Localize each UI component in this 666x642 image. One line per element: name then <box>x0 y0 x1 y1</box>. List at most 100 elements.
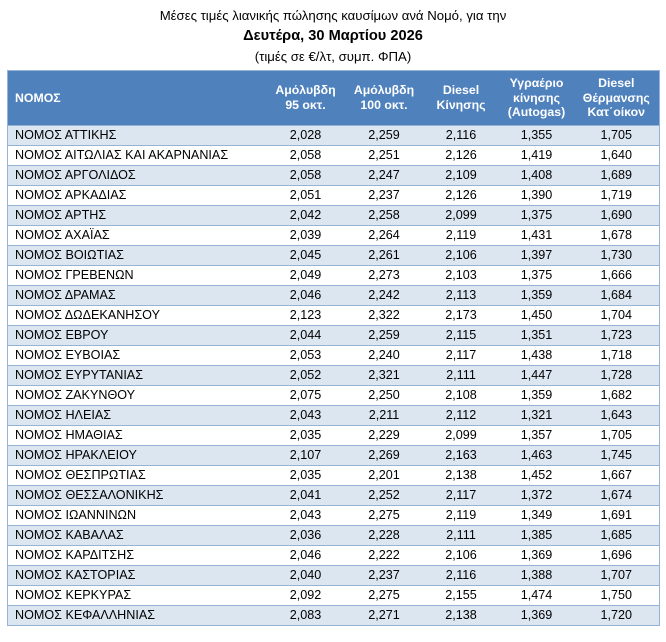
price-cell: 2,138 <box>422 604 500 625</box>
price-cell: 1,463 <box>499 444 574 465</box>
price-cell: 1,369 <box>499 544 574 565</box>
price-cell: 2,035 <box>265 464 346 485</box>
price-cell: 2,155 <box>422 584 500 605</box>
price-cell: 2,126 <box>422 184 500 205</box>
price-cell: 1,691 <box>573 504 660 525</box>
prefecture-cell: ΝΟΜΟΣ ΚΑΒΑΛΑΣ <box>7 524 266 545</box>
price-cell: 1,667 <box>573 464 660 485</box>
column-header-fuel: Αμόλυβδη 95 οκτ. <box>265 70 346 125</box>
price-cell: 2,099 <box>422 204 500 225</box>
table-row: ΝΟΜΟΣ ΚΕΡΚΥΡΑΣ 2,092 2,275 2,155 1,474 1,750 <box>7 584 660 605</box>
price-cell: 1,408 <box>499 164 574 185</box>
report-date: Δευτέρα, 30 Μαρτίου 2026 <box>243 28 423 44</box>
price-cell: 1,388 <box>499 564 574 585</box>
price-cell: 2,229 <box>345 424 423 445</box>
price-cell: 2,237 <box>345 564 423 585</box>
price-cell: 2,117 <box>422 344 500 365</box>
price-cell: 2,222 <box>345 544 423 565</box>
price-cell: 1,447 <box>499 364 574 385</box>
price-cell: 2,322 <box>345 304 423 325</box>
table-row: ΝΟΜΟΣ ΕΥΒΟΙΑΣ 2,053 2,240 2,117 1,438 1,718 <box>7 344 660 365</box>
price-cell: 2,117 <box>422 484 500 505</box>
price-cell: 2,258 <box>345 204 423 225</box>
price-cell: 1,689 <box>573 164 660 185</box>
prefecture-cell: ΝΟΜΟΣ ΑΤΤΙΚΗΣ <box>7 124 266 145</box>
column-header-fuel: Diesel Κίνησης <box>422 70 500 125</box>
table-body: ΝΟΜΟΣ ΑΤΤΙΚΗΣ 2,028 2,259 2,116 1,355 1,705 ΝΟ… <box>7 124 660 625</box>
prefecture-cell: ΝΟΜΟΣ ΚΕΡΚΥΡΑΣ <box>7 584 266 605</box>
prefecture-cell: ΝΟΜΟΣ ΑΙΤΩΛΙΑΣ ΚΑΙ ΑΚΑΡΝΑΝΙΑΣ <box>7 144 266 165</box>
prefecture-cell: ΝΟΜΟΣ ΘΕΣΣΑΛΟΝΙΚΗΣ <box>7 484 266 505</box>
price-cell: 1,750 <box>573 584 660 605</box>
price-cell: 1,359 <box>499 384 574 405</box>
price-cell: 2,040 <box>265 564 346 585</box>
price-cell: 2,075 <box>265 384 346 405</box>
prefecture-cell: ΝΟΜΟΣ ΗΡΑΚΛΕΙΟΥ <box>7 444 266 465</box>
price-cell: 1,704 <box>573 304 660 325</box>
table-row: ΝΟΜΟΣ ΚΑΡΔΙΤΣΗΣ 2,046 2,222 2,106 1,369 1,696 <box>7 544 660 565</box>
price-cell: 2,039 <box>265 224 346 245</box>
prefecture-cell: ΝΟΜΟΣ ΙΩΑΝΝΙΝΩΝ <box>7 504 266 525</box>
prefecture-cell: ΝΟΜΟΣ ΔΩΔΕΚΑΝΗΣΟΥ <box>7 304 266 325</box>
table-row: ΝΟΜΟΣ ΕΒΡΟΥ 2,044 2,259 2,115 1,351 1,723 <box>7 324 660 345</box>
price-cell: 2,043 <box>265 504 346 525</box>
price-cell: 2,099 <box>422 424 500 445</box>
price-cell: 2,237 <box>345 184 423 205</box>
price-cell: 2,252 <box>345 484 423 505</box>
prefecture-cell: ΝΟΜΟΣ ΔΡΑΜΑΣ <box>7 284 266 305</box>
table-row: ΝΟΜΟΣ ΚΑΒΑΛΑΣ 2,036 2,228 2,111 1,385 1,685 <box>7 524 660 545</box>
price-cell: 2,103 <box>422 264 500 285</box>
price-cell: 1,643 <box>573 404 660 425</box>
price-cell: 1,723 <box>573 324 660 345</box>
price-cell: 2,264 <box>345 224 423 245</box>
price-cell: 2,106 <box>422 544 500 565</box>
price-cell: 1,705 <box>573 124 660 145</box>
price-cell: 2,049 <box>265 264 346 285</box>
price-cell: 1,355 <box>499 124 574 145</box>
table-row: ΝΟΜΟΣ ΓΡΕΒΕΝΩΝ 2,049 2,273 2,103 1,375 1,666 <box>7 264 660 285</box>
prefecture-cell: ΝΟΜΟΣ ΑΡΚΑΔΙΑΣ <box>7 184 266 205</box>
price-cell: 1,349 <box>499 504 574 525</box>
prefecture-cell: ΝΟΜΟΣ ΗΜΑΘΙΑΣ <box>7 424 266 445</box>
price-cell: 1,375 <box>499 204 574 225</box>
price-cell: 2,109 <box>422 164 500 185</box>
price-cell: 2,119 <box>422 224 500 245</box>
price-cell: 2,261 <box>345 244 423 265</box>
table-row: ΝΟΜΟΣ ΑΙΤΩΛΙΑΣ ΚΑΙ ΑΚΑΡΝΑΝΙΑΣ 2,058 2,251 2… <box>7 144 660 165</box>
price-cell: 2,240 <box>345 344 423 365</box>
prefecture-cell: ΝΟΜΟΣ ΑΡΤΗΣ <box>7 204 266 225</box>
price-cell: 1,321 <box>499 404 574 425</box>
table-row: ΝΟΜΟΣ ΔΡΑΜΑΣ 2,046 2,242 2,113 1,359 1,684 <box>7 284 660 305</box>
price-cell: 1,372 <box>499 484 574 505</box>
price-cell: 2,138 <box>422 464 500 485</box>
table-row: ΝΟΜΟΣ ΙΩΑΝΝΙΝΩΝ 2,043 2,275 2,119 1,349 1,691 <box>7 504 660 525</box>
price-cell: 1,351 <box>499 324 574 345</box>
fuel-prices-table: ΝΟΜΟΣ Αμόλυβδη 95 οκτ. Αμόλυβδη 100 οκτ. Di… <box>7 70 660 626</box>
price-cell: 2,092 <box>265 584 346 605</box>
price-cell: 1,357 <box>499 424 574 445</box>
price-cell: 2,116 <box>422 124 500 145</box>
price-cell: 1,438 <box>499 344 574 365</box>
price-cell: 2,173 <box>422 304 500 325</box>
price-cell: 1,678 <box>573 224 660 245</box>
prefecture-cell: ΝΟΜΟΣ ΕΥΡΥΤΑΝΙΑΣ <box>7 364 266 385</box>
table-row: ΝΟΜΟΣ ΗΛΕΙΑΣ 2,043 2,211 2,112 1,321 1,643 <box>7 404 660 425</box>
prefecture-cell: ΝΟΜΟΣ ΘΕΣΠΡΩΤΙΑΣ <box>7 464 266 485</box>
price-cell: 2,126 <box>422 144 500 165</box>
prefecture-cell: ΝΟΜΟΣ ΑΡΓΟΛΙΔΟΣ <box>7 164 266 185</box>
price-cell: 1,397 <box>499 244 574 265</box>
price-cell: 2,112 <box>422 404 500 425</box>
price-cell: 1,385 <box>499 524 574 545</box>
price-cell: 1,419 <box>499 144 574 165</box>
price-cell: 2,045 <box>265 244 346 265</box>
price-cell: 1,682 <box>573 384 660 405</box>
price-cell: 1,730 <box>573 244 660 265</box>
table-row: ΝΟΜΟΣ ΒΟΙΩΤΙΑΣ 2,045 2,261 2,106 1,397 1,730 <box>7 244 660 265</box>
table-row: ΝΟΜΟΣ ΔΩΔΕΚΑΝΗΣΟΥ 2,123 2,322 2,173 1,450 1,7… <box>7 304 660 325</box>
price-cell: 2,035 <box>265 424 346 445</box>
price-cell: 2,046 <box>265 284 346 305</box>
price-cell: 2,028 <box>265 124 346 145</box>
price-cell: 1,707 <box>573 564 660 585</box>
price-cell: 2,275 <box>345 504 423 525</box>
